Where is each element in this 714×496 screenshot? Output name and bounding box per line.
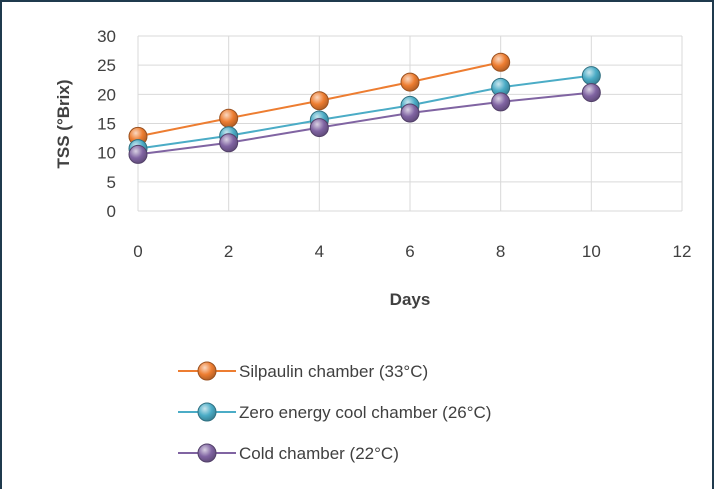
y-axis-title: TSS (°Brix)	[54, 80, 73, 169]
y-tick-label: 15	[97, 115, 116, 134]
data-point	[491, 92, 511, 112]
y-tick-label: 10	[97, 144, 116, 163]
x-tick-label: 4	[315, 242, 324, 261]
data-point	[219, 108, 239, 128]
legend-marker	[197, 443, 217, 463]
legend-item: Silpaulin chamber (33°C)	[178, 361, 428, 381]
legend-label: Cold chamber (22°C)	[239, 444, 399, 463]
x-tick-label: 2	[224, 242, 233, 261]
legend-item: Cold chamber (22°C)	[178, 443, 399, 463]
series-2	[128, 66, 601, 159]
y-tick-label: 0	[107, 202, 116, 221]
x-tick-label: 6	[405, 242, 414, 261]
legend-marker	[197, 361, 217, 381]
data-point	[581, 66, 601, 86]
data-point	[309, 91, 329, 111]
x-axis-ticks: 0 2 4 6 8 10 12	[133, 242, 691, 261]
data-point	[128, 144, 148, 164]
data-point	[219, 133, 239, 153]
legend: Silpaulin chamber (33°C) Zero energy cool…	[178, 361, 491, 463]
series-line	[137, 91, 592, 156]
x-tick-label: 0	[133, 242, 142, 261]
legend-marker	[197, 402, 217, 422]
y-tick-label: 30	[97, 27, 116, 46]
y-tick-label: 5	[107, 173, 116, 192]
y-tick-label: 25	[97, 56, 116, 75]
legend-label: Zero energy cool chamber (26°C)	[239, 403, 491, 422]
series-layer	[128, 52, 601, 164]
x-tick-label: 8	[496, 242, 505, 261]
x-axis-title: Days	[390, 290, 431, 309]
x-tick-label: 12	[673, 242, 692, 261]
data-point	[581, 83, 601, 103]
y-tick-label: 20	[97, 85, 116, 104]
x-tick-label: 10	[582, 242, 601, 261]
series-3	[128, 83, 601, 164]
series-line	[137, 74, 592, 150]
legend-item: Zero energy cool chamber (26°C)	[178, 402, 491, 422]
data-point	[400, 103, 420, 123]
data-point	[400, 72, 420, 92]
y-axis-ticks: 0 5 10 15 20 25 30	[97, 27, 116, 221]
gridlines	[137, 35, 683, 212]
data-point	[491, 52, 511, 72]
legend-label: Silpaulin chamber (33°C)	[239, 362, 428, 381]
data-point	[309, 118, 329, 138]
